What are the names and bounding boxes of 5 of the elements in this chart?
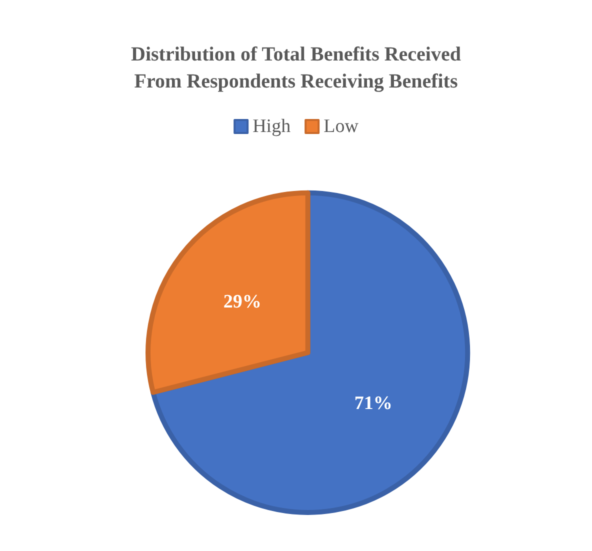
data-label: 71% [354,392,392,414]
legend-label: Low [324,116,359,137]
data-label: 29% [223,291,262,312]
chart-title: Distribution of Total Benefits Received From Respondents Receiving Benefits [131,44,461,92]
legend-label: High [252,116,292,137]
